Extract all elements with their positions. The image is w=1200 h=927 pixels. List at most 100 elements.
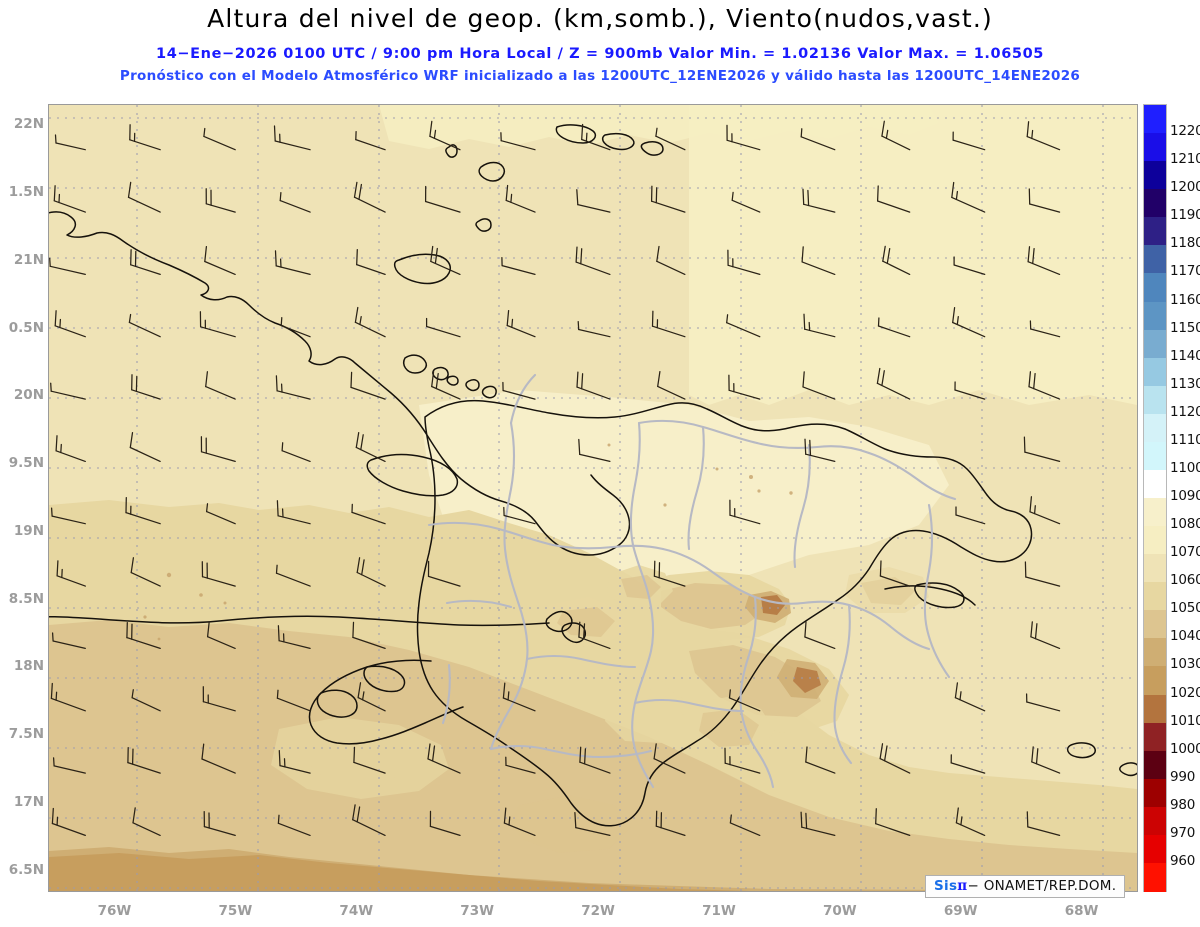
wind-barb [578,438,611,463]
wind-barb [726,124,761,151]
cay-2 [601,132,635,151]
wind-barb [1026,121,1061,151]
wind-barb [881,120,911,151]
wind-barb [129,431,161,463]
colorbar-tick-label: 1170 [1170,263,1200,280]
y-tick-label: 7.5N [8,726,44,743]
wind-barb [875,808,911,837]
wind-barb [201,743,236,774]
colorbar-cell [1144,217,1166,246]
wind-barb [876,185,911,213]
wind-barb [353,746,386,774]
map-canvas [49,105,1137,891]
colorbar-tick-label: 980 [1170,796,1196,813]
colorbar-tick-label: 960 [1170,852,1196,869]
colorbar-tick-label: 1210 [1170,151,1200,168]
wind-barb [356,248,386,276]
map-plot-area[interactable] [48,104,1138,892]
colorbar-tick-label: 1010 [1170,712,1200,729]
colorbar[interactable] [1143,104,1167,892]
wind-barb [205,503,236,525]
samana-line [884,585,976,606]
wind-barb [952,131,986,151]
wind-barb [427,743,461,774]
wind-barb [278,749,311,774]
wind-barb [953,256,986,276]
south-key-2 [545,610,573,633]
wind-barb [52,757,86,774]
wind-barb [655,127,686,151]
shade-band-1090b [379,105,939,149]
wind-barb [724,747,761,774]
colorbar-tick-label: 1040 [1170,628,1200,645]
isle-a [403,354,427,374]
wind-barb [950,754,986,774]
colorbar-cell [1144,357,1166,387]
colorbar-tick-label: 1020 [1170,684,1200,701]
wind-barb [131,374,161,400]
wind-barb [731,191,761,213]
wind-barb [502,381,536,400]
cay-4 [478,161,505,182]
terrain-shading-group [271,565,929,853]
x-tick-label: 75W [218,903,253,919]
y-tick-label: 18N [13,658,44,675]
colorbar-tick-label: 1190 [1170,207,1200,224]
wind-barb [882,245,911,276]
wind-barb [129,124,161,151]
wind-barb [581,123,611,151]
wind-barb [1029,496,1061,525]
wind-barb [424,185,461,213]
y-tick-label: 6.5N [8,861,44,878]
colorbar-tick-label: 1030 [1170,656,1200,673]
wind-barb [56,560,86,587]
wind-barb [955,807,986,837]
wind-barb [277,814,311,837]
wind-barb [574,811,611,837]
wind-barb [876,367,911,400]
colorbar-cell [1144,189,1166,218]
chart-header: Altura del nivel de geop. (km,somb.), Vi… [0,0,1200,92]
wind-barb [653,743,686,774]
wind-barb [576,371,611,400]
colorbar-cell [1144,666,1166,696]
wind-barb [726,314,761,338]
wind-barb [1023,436,1061,463]
page-title: Altura del nivel de geop. (km,somb.), Vi… [207,4,993,33]
wind-barb [205,371,236,400]
wind-barb [1024,561,1061,587]
cay-5 [445,144,458,158]
x-tick-label: 76W [97,903,132,919]
wind-barb [1026,811,1061,837]
y-tick-label: 22N [13,116,44,133]
wind-barb [1025,693,1061,712]
wind-barb [49,257,86,276]
wind-barb [279,191,311,213]
colorbar-tick-label: 1180 [1170,235,1200,252]
coastline-group [49,124,1137,827]
wind-barb [1029,320,1061,338]
samana-bay [914,582,965,609]
colorbar-cell [1144,834,1166,864]
x-tick-label: 74W [339,903,374,919]
isle-saona [1066,742,1096,759]
colorbar-tick-label: 1080 [1170,516,1200,533]
colorbar-cell [1144,750,1166,780]
wind-barb [503,807,536,837]
wind-barb [656,245,686,276]
wind-barb [951,181,986,213]
y-tick-label: 0.5N [8,319,44,336]
colorbar-cell [1144,582,1166,611]
wind-barb [275,564,311,587]
south-key-3 [561,622,587,643]
isle-d [465,379,480,392]
coastline-cuba [49,211,631,556]
colorbar-tick-label: 1050 [1170,600,1200,617]
wind-barb [729,499,761,525]
x-tick-label: 68W [1064,903,1099,919]
wind-barb [800,811,836,837]
wind-barb [503,506,536,525]
wind-barb [728,374,761,400]
wind-barb [802,188,836,213]
colorbar-cell [1144,413,1166,443]
